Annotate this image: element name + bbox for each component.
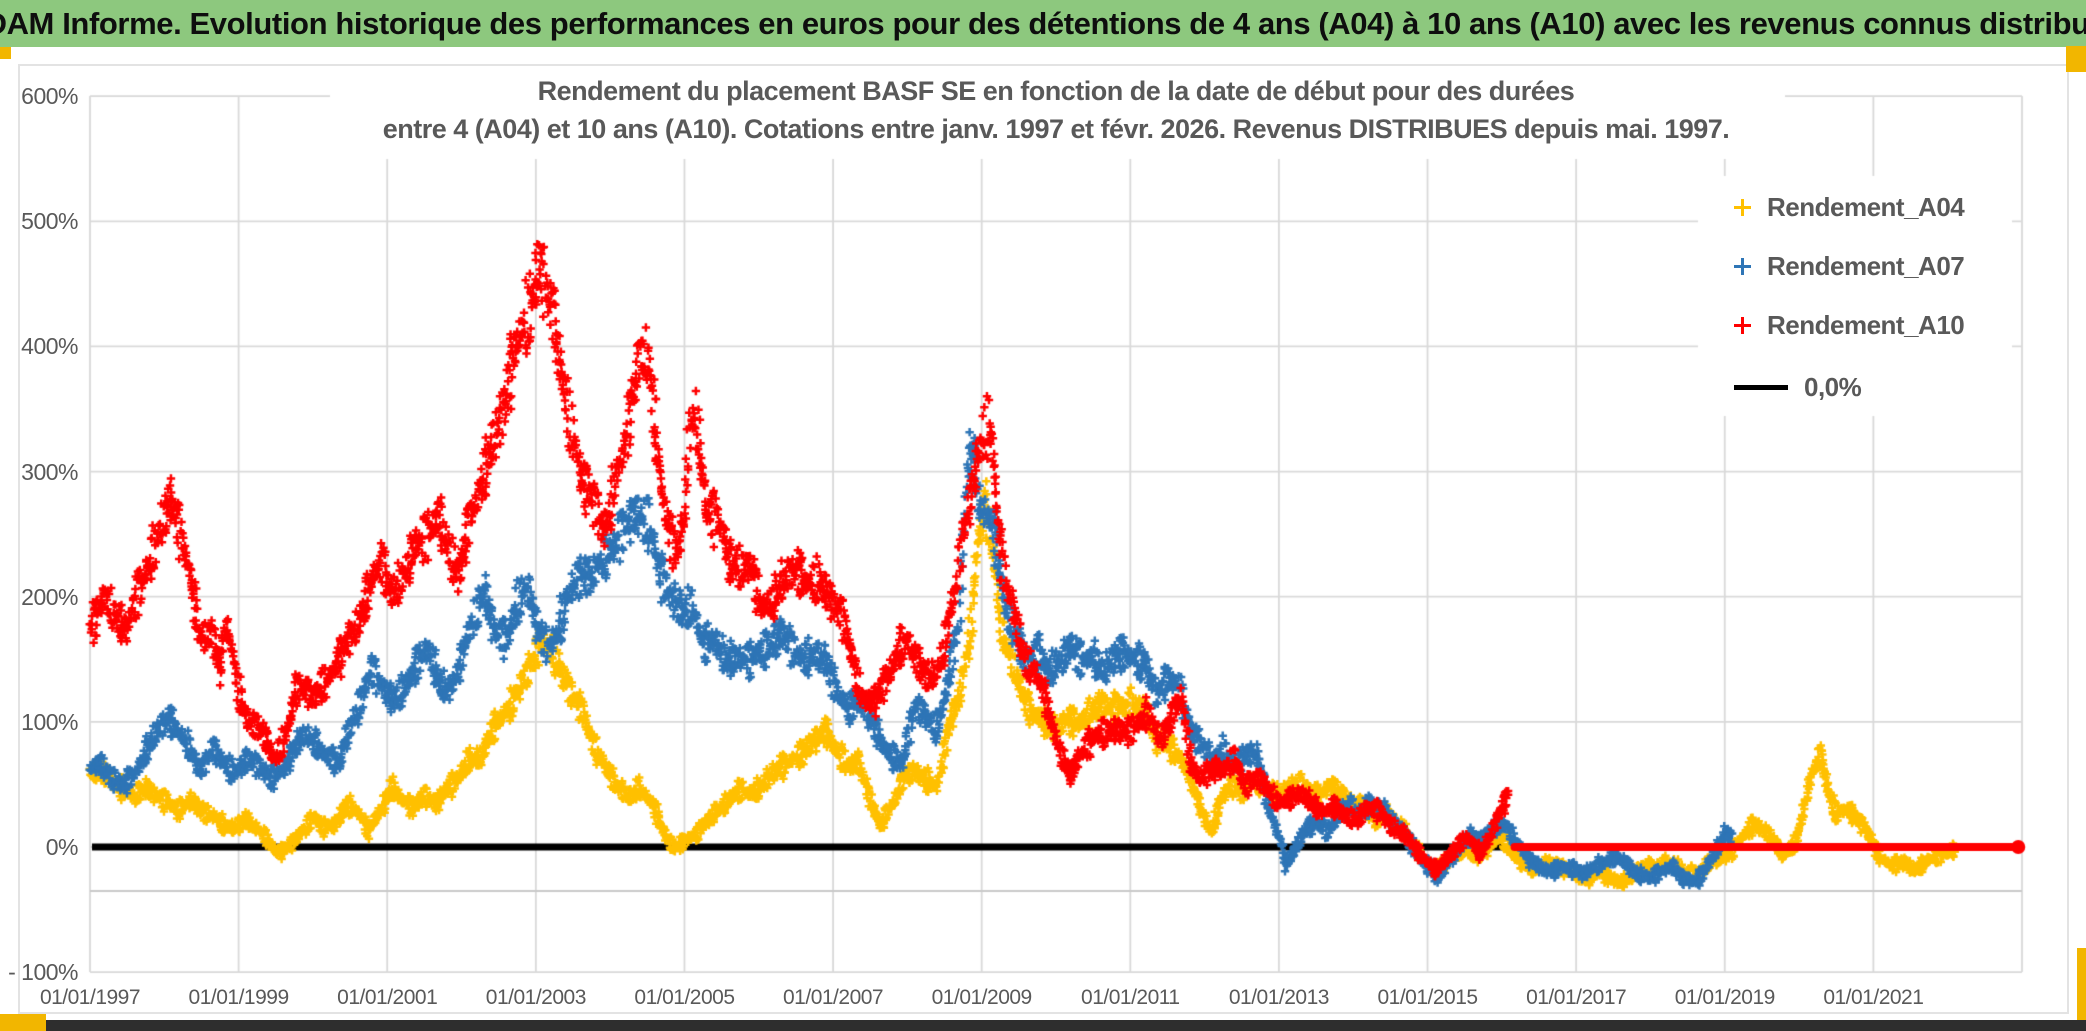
legend-item-rendement-a04[interactable]: Rendement_A04 [1734,189,1965,225]
x-axis-tick-label: 01/01/2019 [1674,986,1776,1009]
y-axis-tick-label: 0% [45,834,79,860]
legend-plus-marker-icon [1734,257,1751,275]
legend-zero-line-swatch [1734,384,1788,390]
selection-accent-bottom-left [0,1014,46,1031]
x-axis-tick-label: 01/01/2015 [1377,986,1478,1009]
legend-plus-marker-icon [1734,316,1751,334]
selection-accent-top-left [0,47,11,59]
x-axis-tick-label: 01/01/2021 [1823,986,1924,1009]
x-axis-tick-label: 01/01/2003 [485,986,587,1009]
y-axis-tick-label: 400% [21,333,78,360]
x-axis-tick-label: 01/01/2001 [337,986,438,1009]
y-axis-tick-label: 300% [21,458,78,485]
x-axis-tick-label: 01/01/2013 [1228,986,1330,1009]
legend-label: Rendement_A10 [1767,309,1965,340]
x-axis-tick-label: 01/01/2017 [1526,986,1627,1009]
x-axis-tick-label: 01/01/1997 [39,986,141,1009]
y-axis-tick-label: 100% [21,708,78,735]
legend-item-0-0-[interactable]: 0,0% [1734,369,1862,405]
y-axis-tick-label: 500% [21,208,78,235]
legend-item-rendement-a07[interactable]: Rendement_A07 [1734,248,1965,284]
banner-title: ADAM Informe. Evolution historique des p… [0,5,2086,41]
selection-accent-right [2077,948,2086,1031]
x-axis-tick-label: 01/01/2005 [634,986,735,1009]
chart-title-line2: entre 4 (A04) et 10 ans (A10). Cotations… [382,114,1730,144]
chart-object-border [18,64,2069,1014]
y-axis-tick-label: 600% [21,83,78,110]
window-bottom-bar [46,1020,2086,1031]
x-axis-tick-label: 01/01/1999 [188,986,290,1009]
y-axis-tick-label: 200% [21,583,78,610]
x-axis-tick-label: 01/01/2009 [931,986,1033,1009]
x-axis-tick-label: 01/01/2007 [783,986,884,1009]
x-axis-tick-label: 01/01/2011 [1081,986,1180,1009]
selection-accent-top-right [2066,46,2086,72]
legend-label: Rendement_A07 [1767,250,1965,281]
legend-label: Rendement_A04 [1767,191,1965,222]
y-axis-tick-label: - 100% [8,959,78,986]
chart-title-line1: Rendement du placement BASF SE en foncti… [537,76,1575,106]
legend-item-rendement-a10[interactable]: Rendement_A10 [1734,307,1965,343]
legend-plus-marker-icon [1734,198,1751,216]
legend-label: 0,0% [1804,371,1862,402]
sheet-header-banner: ADAM Informe. Evolution historique des p… [0,0,2086,47]
